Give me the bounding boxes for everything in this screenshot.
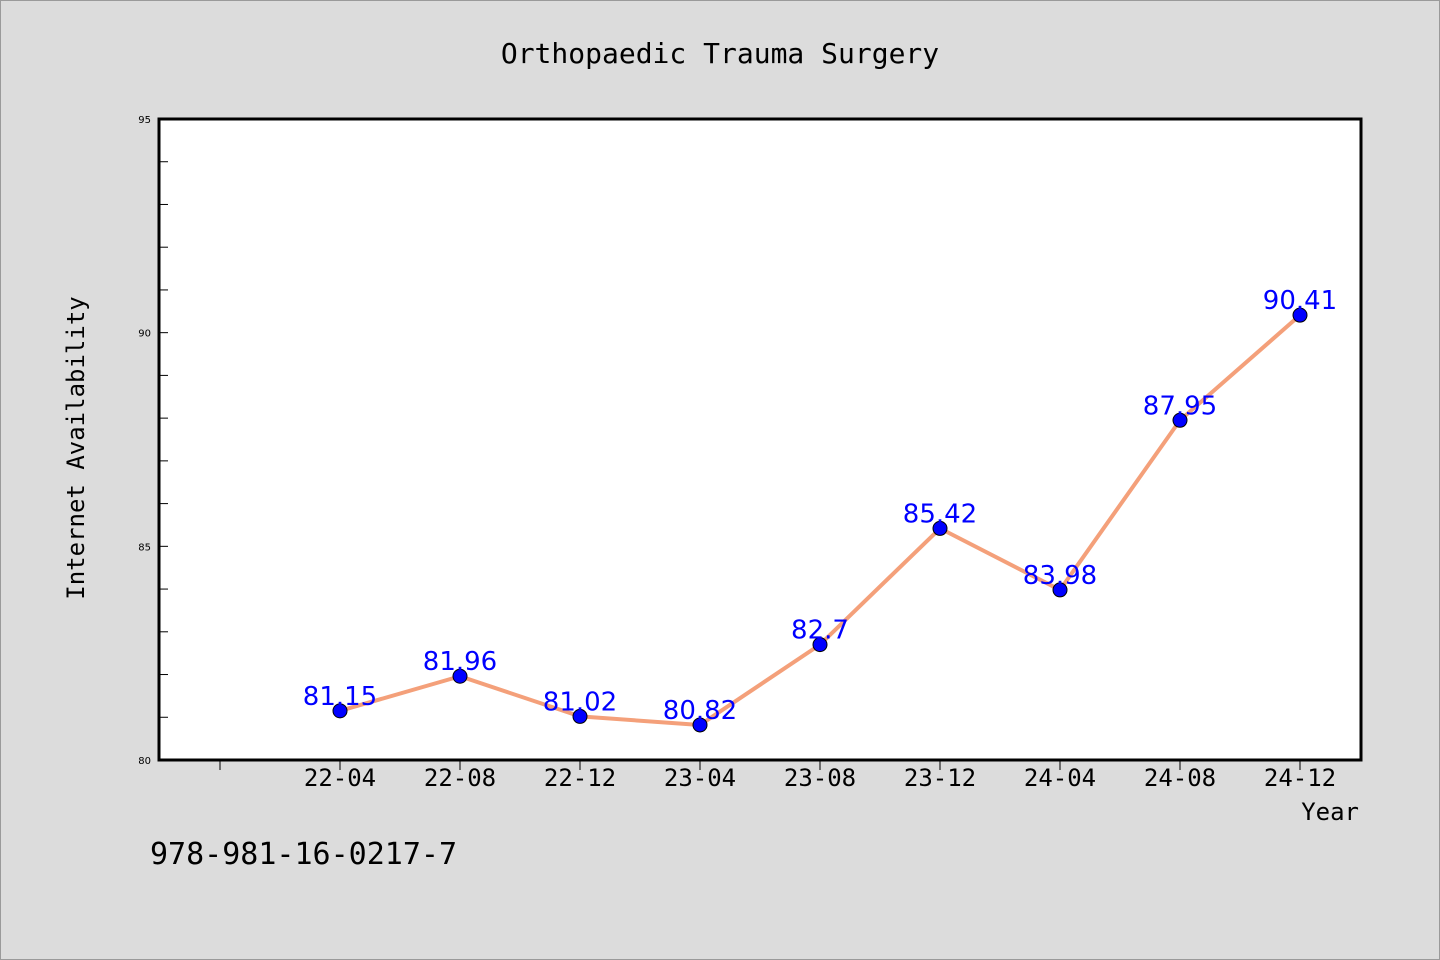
y-tick-label: 95 [138, 115, 151, 126]
footer-text: 978-981-16-0217-7 [150, 837, 457, 872]
data-label: 81.96 [423, 647, 497, 677]
x-tick-label: 24-04 [1024, 764, 1096, 792]
data-label: 90.41 [1263, 286, 1337, 316]
data-point [1172, 412, 1188, 428]
data-label: 82.7 [791, 616, 849, 646]
data-label: 87.95 [1143, 391, 1217, 421]
data-point [692, 717, 708, 733]
x-axis-label: Year [1301, 798, 1359, 826]
y-axis: 80 85 90 95 [138, 115, 168, 767]
data-point [1052, 582, 1068, 598]
data-point [452, 668, 468, 684]
x-tick-label: 23-08 [784, 764, 856, 792]
data-point [932, 520, 948, 536]
data-label: 85.42 [903, 499, 977, 529]
data-label: 81.15 [303, 682, 377, 712]
x-tick-label: 23-04 [664, 764, 736, 792]
y-tick-label: 90 [138, 329, 151, 340]
data-label: 83.98 [1023, 561, 1097, 591]
data-point [1292, 307, 1308, 323]
data-point [332, 703, 348, 719]
plot-area [157, 117, 1363, 762]
y-tick-label: 85 [138, 542, 151, 553]
data-label: 81.02 [543, 687, 617, 717]
x-tick-label: 23-12 [904, 764, 976, 792]
x-tick-label: 22-08 [424, 764, 496, 792]
y-tick-label: 80 [138, 756, 151, 767]
y-axis-label: Internet Availability [62, 296, 90, 599]
data-label: 80.82 [663, 696, 737, 726]
data-point [812, 637, 828, 653]
chart-title: Orthopaedic Trauma Surgery [501, 37, 939, 70]
x-axis: 22-04 22-08 22-12 23-04 23-08 23-12 24-04 24-08… [219, 760, 1336, 792]
data-point [572, 708, 588, 724]
x-tick-label: 24-12 [1264, 764, 1336, 792]
x-tick-label: 24-08 [1144, 764, 1216, 792]
x-tick-label: 22-12 [544, 764, 616, 792]
series-group: 81.15 81.96 81.02 80.82 82.7 85.42 83.98 87.95 9… [303, 286, 1337, 733]
x-tick-label: 22-04 [304, 764, 376, 792]
